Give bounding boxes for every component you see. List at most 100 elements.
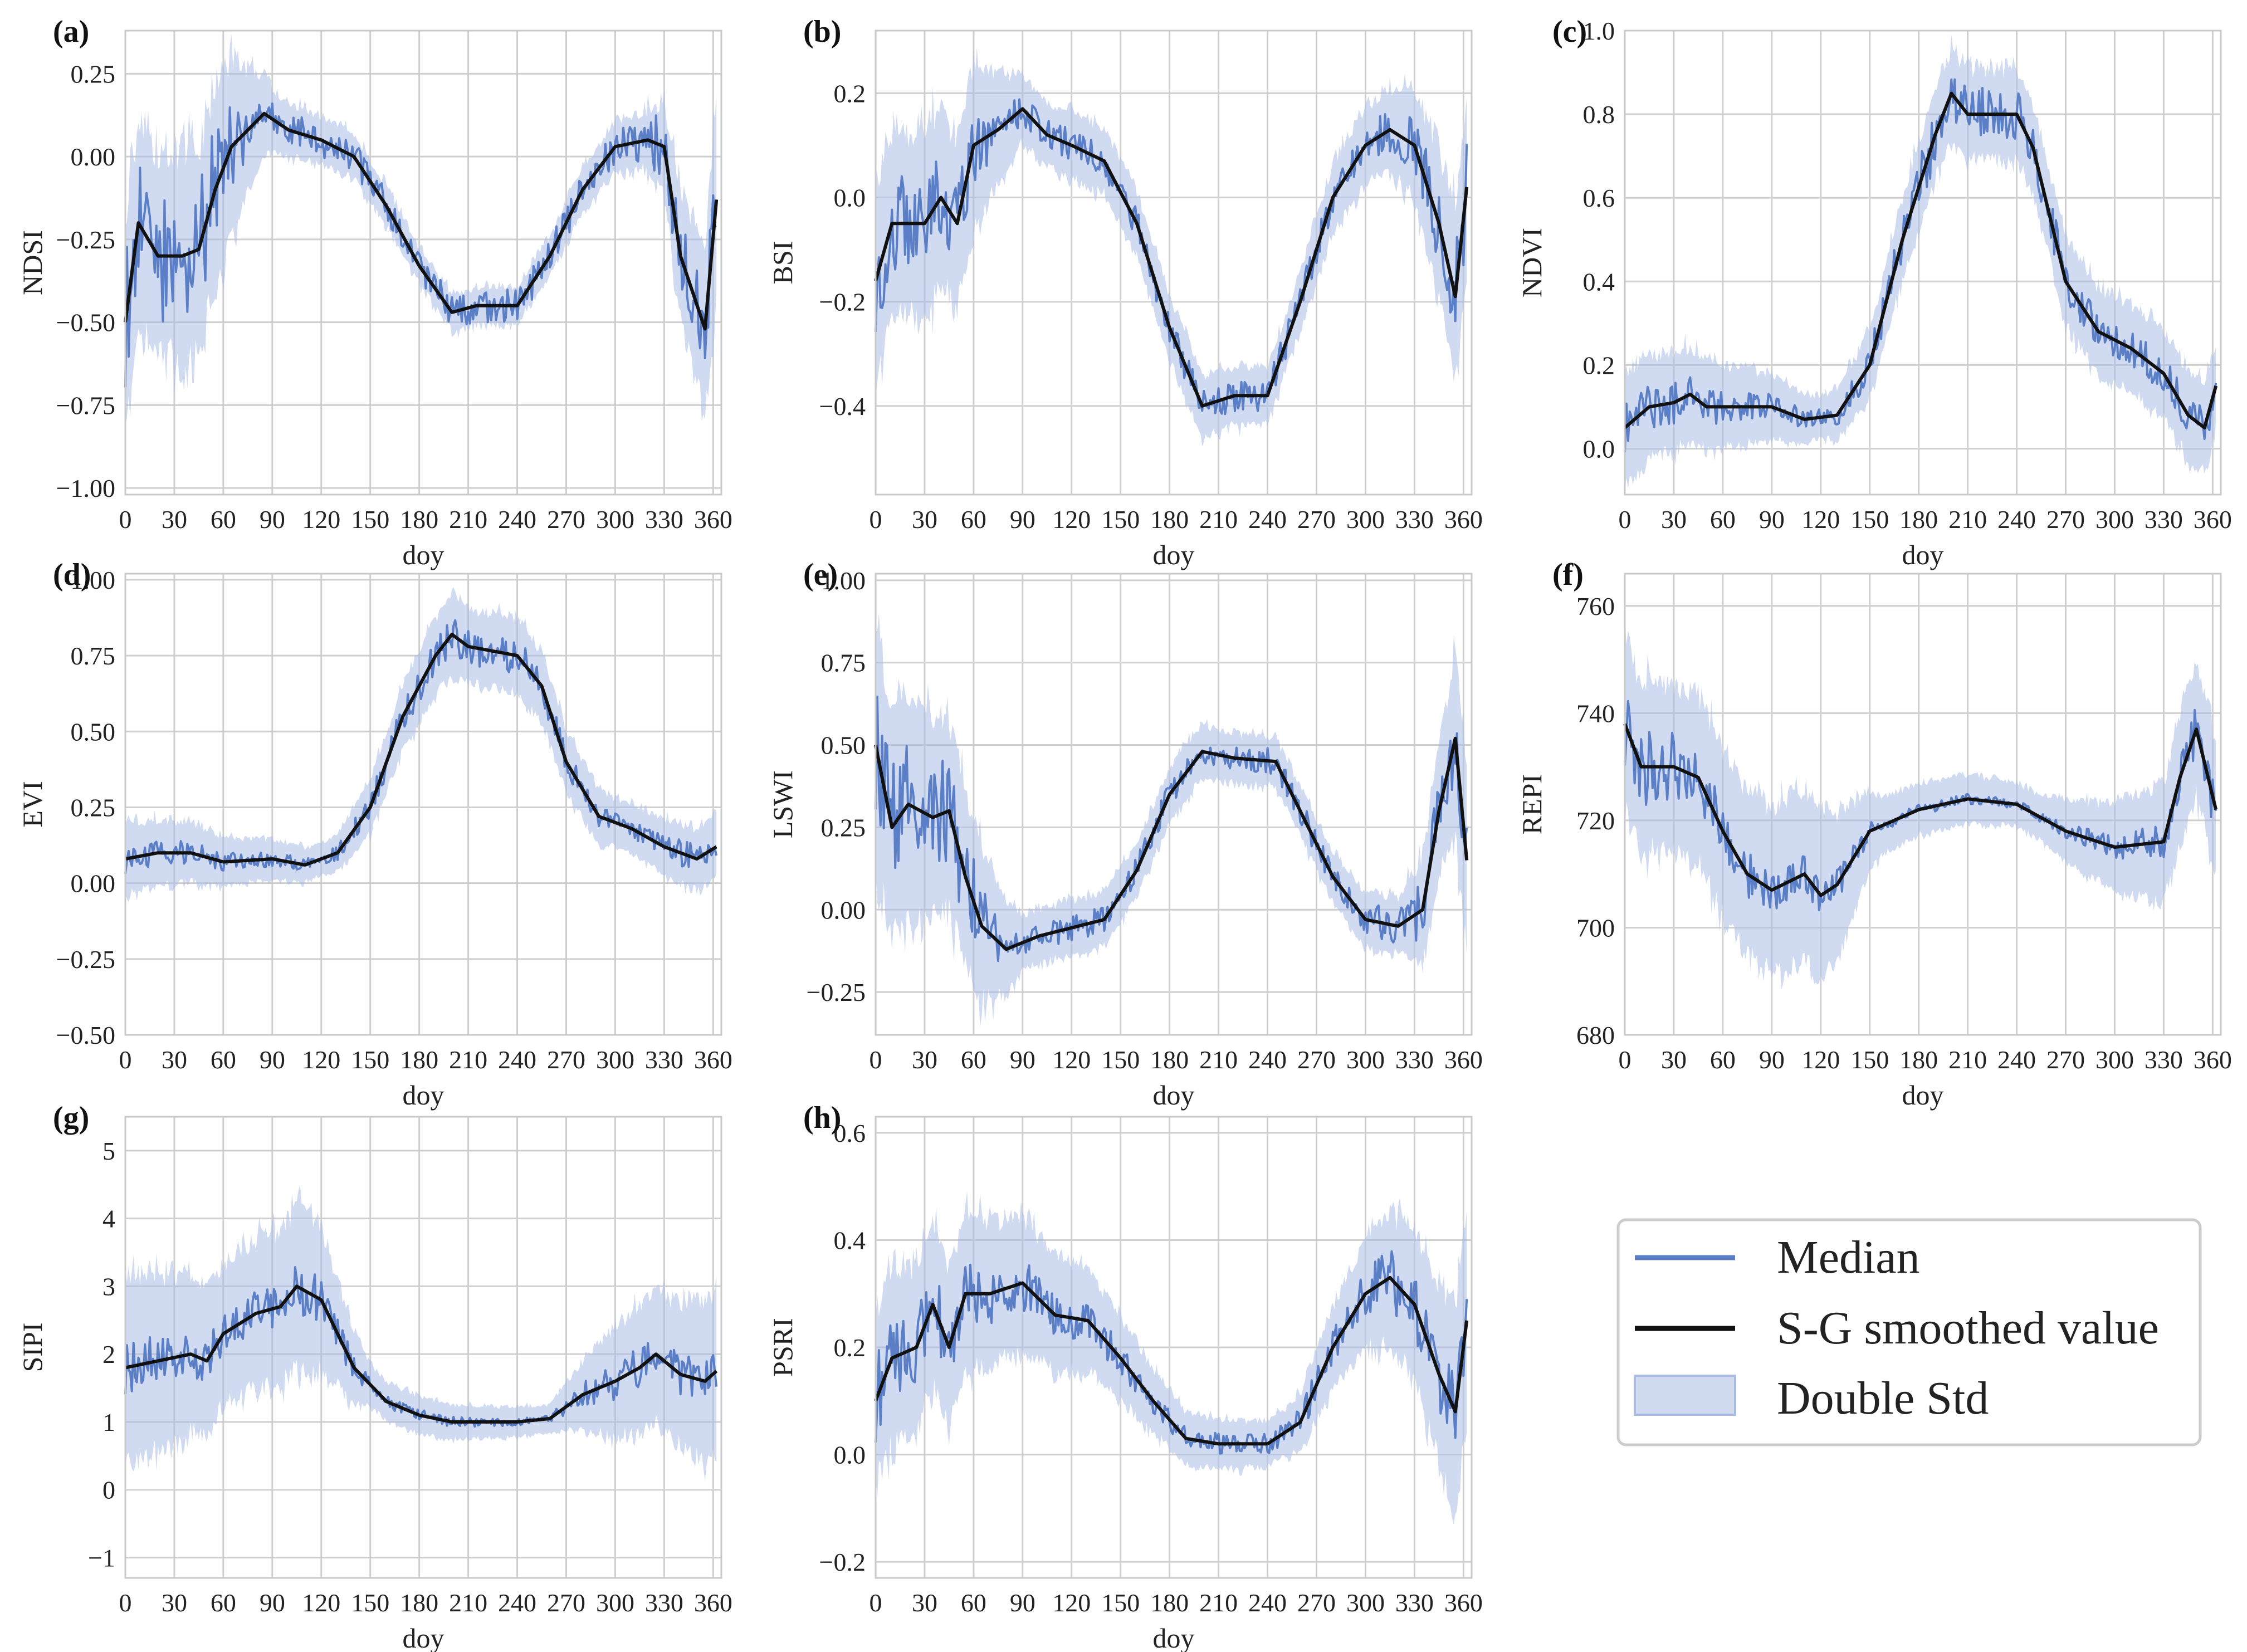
x-tick-label: 120 — [1052, 505, 1091, 534]
y-tick-label: 0 — [102, 1476, 115, 1504]
panel-ndsi: 0 30 60 90 120 150 180 210 240 270 300 330 360 0.25 0.… — [17, 14, 732, 570]
panel-ndvi: 0 30 60 90 120 150 180 210 240 270 300 330 360 1.0 0.8… — [1516, 14, 2232, 570]
y-tick-label: 2 — [102, 1340, 115, 1368]
x-tick-label: 180 — [400, 1589, 438, 1617]
x-tick-label: 90 — [1010, 505, 1035, 534]
y-tick-label: 5 — [102, 1137, 115, 1165]
y-tick-label: 0.2 — [834, 79, 866, 107]
x-tick-label: 360 — [1444, 1589, 1483, 1617]
panel-psri: 0 30 60 90 120 150 180 210 240 270 300 330 360 0.6 0.4… — [767, 1101, 1483, 1652]
x-tick-label: 360 — [694, 505, 732, 534]
x-tick-label: 0 — [119, 1589, 132, 1617]
x-axis-label: doy — [1153, 1079, 1195, 1111]
x-tick-label: 210 — [1199, 1045, 1238, 1074]
double-std-band — [876, 1191, 1467, 1525]
x-tick-label: 30 — [162, 1045, 187, 1074]
x-tick-label: 60 — [961, 505, 986, 534]
x-tick-label: 120 — [1801, 1045, 1840, 1074]
y-axis-label: REPI — [1516, 774, 1547, 834]
y-tick-label: 0.8 — [1583, 100, 1615, 129]
axes-frame — [1624, 573, 2222, 1036]
panel-letter: (g) — [53, 1101, 89, 1135]
x-tick-label: 240 — [1248, 1045, 1287, 1074]
y-tick-label: 0.75 — [71, 642, 116, 670]
panel-letter: (e) — [803, 558, 838, 592]
x-tick-label: 180 — [400, 1045, 438, 1074]
sg-smoothed-line — [1623, 723, 2218, 897]
y-tick-label: 0.2 — [834, 1333, 866, 1362]
panel-repi: 0 30 60 90 120 150 180 210 240 270 300 330 360 760 740… — [1516, 558, 2232, 1111]
x-tick-label: 330 — [2145, 505, 2183, 534]
double-std-band — [876, 46, 1467, 446]
y-tick-label: 0.4 — [1583, 267, 1615, 296]
x-tick-label: 90 — [1010, 1589, 1035, 1617]
x-tick-label: 330 — [1395, 1045, 1434, 1074]
legend-std-label: Double Std — [1777, 1372, 1989, 1424]
x-tick-label: 0 — [870, 1589, 882, 1617]
x-tick-label: 330 — [645, 505, 683, 534]
panel-bsi: 0 30 60 90 120 150 180 210 240 270 300 330 360 0.2 0.0… — [767, 14, 1483, 570]
x-axis-label: doy — [1902, 1079, 1944, 1111]
x-tick-label: 300 — [596, 1045, 634, 1074]
x-tick-label: 180 — [1150, 505, 1189, 534]
x-tick-label: 120 — [1801, 505, 1840, 534]
x-tick-label: 360 — [694, 1045, 732, 1074]
sg-smoothed-line — [124, 111, 719, 331]
y-tick-label: 0.0 — [834, 1441, 866, 1469]
y-tick-label: 0.0 — [834, 184, 866, 212]
x-tick-label: 360 — [2194, 1045, 2232, 1074]
axes-frame — [124, 30, 722, 496]
y-tick-label: 760 — [1576, 592, 1615, 620]
x-tick-label: 360 — [2194, 505, 2232, 534]
y-axis-label: SIPI — [17, 1323, 48, 1372]
y-tick-label: −0.25 — [807, 978, 866, 1006]
y-tick-label: 0.25 — [71, 793, 116, 822]
axes-frame — [875, 1116, 1473, 1579]
y-axis-label: NDSI — [17, 230, 48, 295]
x-tick-label: 30 — [912, 1589, 937, 1617]
panel-letter: (b) — [803, 14, 841, 49]
y-axis-label: BSI — [767, 241, 798, 285]
x-tick-label: 30 — [912, 505, 937, 534]
y-tick-label: 0.00 — [71, 869, 116, 898]
x-tick-label: 330 — [2145, 1045, 2183, 1074]
x-tick-label: 330 — [1395, 1589, 1434, 1617]
x-tick-label: 240 — [1248, 505, 1287, 534]
x-tick-label: 240 — [498, 1045, 536, 1074]
x-tick-label: 300 — [2095, 1045, 2134, 1074]
y-tick-label: −1.00 — [56, 474, 115, 502]
x-tick-label: 210 — [1199, 505, 1238, 534]
x-tick-label: 30 — [1661, 1045, 1687, 1074]
sg-smoothed-line — [874, 1275, 1469, 1446]
y-tick-label: 1 — [102, 1408, 115, 1436]
axes-frame — [124, 573, 722, 1036]
x-tick-label: 120 — [1052, 1045, 1091, 1074]
y-tick-label: −0.2 — [819, 288, 866, 316]
panel-lswi: 0 30 60 90 120 150 180 210 240 270 300 330 360 1.00 0.… — [767, 558, 1483, 1111]
x-tick-label: 240 — [1248, 1589, 1287, 1617]
y-tick-label: 0.25 — [821, 813, 866, 842]
x-tick-label: 300 — [1346, 1045, 1385, 1074]
y-tick-label: 0.50 — [71, 717, 116, 746]
y-axis-label: EVI — [17, 781, 48, 827]
x-tick-label: 210 — [449, 1589, 487, 1617]
y-tick-label: −0.25 — [56, 945, 115, 974]
x-axis-label: doy — [1902, 539, 1944, 570]
double-std-band — [1625, 34, 2216, 490]
x-tick-label: 30 — [1661, 505, 1687, 534]
x-tick-label: 150 — [1101, 505, 1140, 534]
x-tick-label: 330 — [645, 1045, 683, 1074]
panel-evi: 0 30 60 90 120 150 180 210 240 270 300 330 360 1.00 0.… — [17, 558, 732, 1111]
x-tick-label: 360 — [694, 1589, 732, 1617]
sg-smoothed-line — [874, 736, 1469, 951]
axes-frame — [875, 30, 1473, 496]
x-tick-label: 240 — [1997, 505, 2036, 534]
y-tick-label: −0.50 — [56, 1021, 115, 1049]
y-tick-label: 0.6 — [834, 1119, 866, 1147]
double-std-band — [876, 613, 1467, 1028]
x-tick-label: 0 — [870, 1045, 882, 1074]
x-axis-label: doy — [403, 1079, 444, 1111]
y-axis-label: PSRI — [767, 1318, 798, 1377]
x-tick-label: 270 — [547, 1589, 585, 1617]
x-tick-label: 60 — [1710, 1045, 1736, 1074]
